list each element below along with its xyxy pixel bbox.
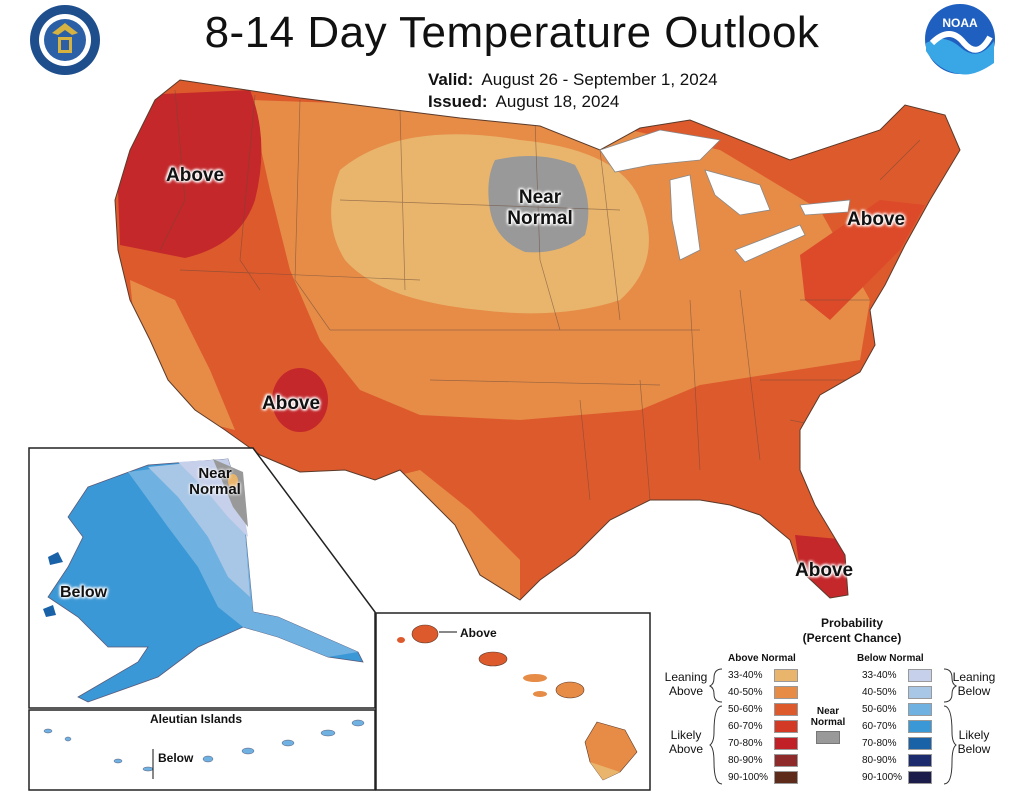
legend-below-row: 60-70%: [862, 719, 932, 733]
legend-above-range-label: 60-70%: [728, 720, 763, 732]
legend-near-normal: Near Normal: [810, 706, 846, 728]
legend-above-swatch: [774, 668, 798, 682]
legend-above-range-label: 90-100%: [728, 771, 769, 783]
legend-above-swatch: [774, 736, 798, 750]
commerce-seal-logo: [30, 5, 100, 75]
lake-erie: [734, 224, 806, 263]
legend-below-row: 33-40%: [862, 668, 932, 682]
label-above-northwest: Above: [166, 165, 225, 186]
legend-above-row: 80-90%: [728, 753, 798, 767]
issued-date: Issued: August 18, 2024: [428, 92, 619, 112]
legend-above-swatch: [774, 702, 798, 716]
legend-above-row: 33-40%: [728, 668, 798, 682]
page-title: 8-14 Day Temperature Outlook: [204, 8, 820, 57]
legend-likely-above: Likely Above: [668, 728, 704, 756]
legend-below-swatch: [908, 685, 932, 699]
legend-below-swatch: [908, 719, 932, 733]
legend-likely-below: Likely Below: [957, 728, 991, 756]
legend-below-row: 80-90%: [862, 753, 932, 767]
valid-dates: Valid: August 26 - September 1, 2024: [428, 70, 718, 90]
valid-label: Valid:: [428, 70, 474, 89]
aleutian-title: Aleutian Islands: [150, 712, 243, 726]
legend-subtitle: (Percent Chance): [802, 631, 902, 645]
legend-near-normal-swatch: [816, 731, 840, 744]
legend-brackets: [708, 668, 958, 785]
legend-below-row: 50-60%: [862, 702, 932, 716]
legend-above-header: Above Normal: [728, 653, 796, 664]
lake-superior: [599, 129, 721, 173]
hawaii-inset: [375, 612, 651, 791]
legend-leaning-above: Leaning Above: [664, 670, 708, 698]
legend-leaning-below: Leaning Below: [952, 670, 996, 698]
legend-below-range-label: 60-70%: [862, 720, 897, 732]
legend-below-swatch: [908, 753, 932, 767]
legend-below-swatch: [908, 736, 932, 750]
legend-above-range-label: 80-90%: [728, 754, 763, 766]
legend-below-swatch: [908, 668, 932, 682]
label-aleutian-below: Below: [158, 751, 194, 765]
legend-above-range-label: 40-50%: [728, 686, 763, 698]
legend-below-range-label: 90-100%: [862, 771, 903, 783]
noaa-logo: NOAA: [925, 4, 995, 75]
legend-above-swatch: [774, 719, 798, 733]
legend-below-header: Below Normal: [857, 653, 924, 664]
legend-above-swatch: [774, 685, 798, 699]
lake-ontario: [799, 199, 851, 216]
legend-above-row: 70-80%: [728, 736, 798, 750]
legend-below-row: 90-100%: [862, 770, 932, 784]
label-above-southwest: Above: [262, 393, 321, 414]
legend-above-row: 50-60%: [728, 702, 798, 716]
legend-below-range-label: 70-80%: [862, 737, 897, 749]
legend-below-range-label: 80-90%: [862, 754, 897, 766]
lake-michigan: [669, 174, 701, 261]
valid-value: August 26 - September 1, 2024: [481, 70, 718, 89]
legend-below-swatch: [908, 770, 932, 784]
legend-above-range-label: 70-80%: [728, 737, 763, 749]
probability-legend: Probability (Percent Chance) Above Norma…: [652, 612, 1024, 791]
legend-below-range-label: 40-50%: [862, 686, 897, 698]
legend-below-range-label: 50-60%: [862, 703, 897, 715]
lake-huron: [704, 169, 771, 216]
legend-above-swatch: [774, 770, 798, 784]
aleutian-inset: [28, 709, 376, 791]
label-hawaii-above: Above: [460, 626, 497, 640]
label-alaska-below: Below: [60, 584, 108, 601]
label-above-northeast: Above: [847, 209, 906, 230]
legend-above-swatch: [774, 753, 798, 767]
legend-below-range-label: 33-40%: [862, 669, 897, 681]
label-alaska-near-normal: Near Normal: [189, 465, 241, 498]
legend-title: Probability: [820, 616, 883, 630]
legend-above-row: 90-100%: [728, 770, 798, 784]
issued-label: Issued:: [428, 92, 488, 111]
label-above-florida: Above: [795, 560, 854, 581]
legend-above-row: 40-50%: [728, 685, 798, 699]
legend-above-range-label: 50-60%: [728, 703, 763, 715]
legend-above-row: 60-70%: [728, 719, 798, 733]
legend-above-range-label: 33-40%: [728, 669, 763, 681]
legend-below-swatch: [908, 702, 932, 716]
issued-value: August 18, 2024: [495, 92, 620, 111]
alaska-inset: [28, 447, 376, 709]
svg-text:NOAA: NOAA: [942, 16, 978, 30]
label-near-normal-plains: Near Normal: [507, 187, 573, 229]
legend-below-row: 40-50%: [862, 685, 932, 699]
legend-below-row: 70-80%: [862, 736, 932, 750]
